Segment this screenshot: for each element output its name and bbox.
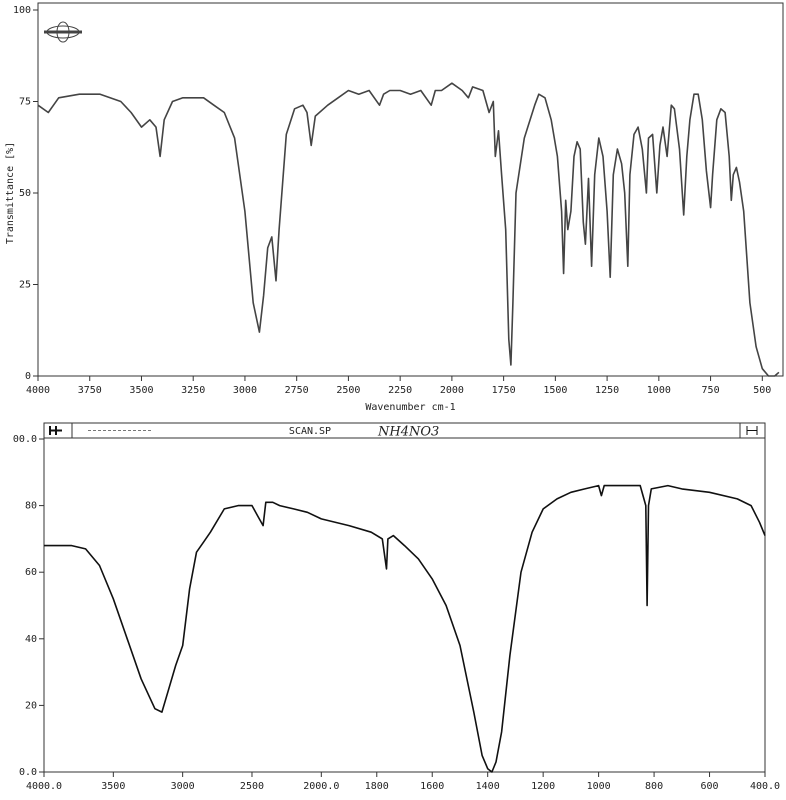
x-tick-label: 1200 — [531, 781, 555, 792]
x-tick-label: 1800 — [365, 781, 389, 792]
x-tick-label: 2250 — [388, 385, 412, 396]
y-axis-label: Transmittance [%] — [5, 142, 16, 244]
x-tick-label: 4000.0 — [26, 781, 62, 792]
y-tick-label: 40 — [25, 634, 37, 645]
x-tick-label: 2000.0 — [303, 781, 339, 792]
x-tick-label: 3500 — [129, 385, 153, 396]
x-tick-label: 3000 — [171, 781, 195, 792]
x-tick-label: 1750 — [492, 385, 516, 396]
x-tick-label: 4000 — [26, 385, 50, 396]
x-tick-label: 800 — [645, 781, 663, 792]
x-axis-label: Wavenumber cm-1 — [365, 402, 455, 413]
spectrum-line — [44, 484, 766, 773]
header-text: SCAN.SP — [289, 426, 331, 437]
x-tick-label: 2500 — [240, 781, 264, 792]
y-tick-label: 0.0 — [19, 767, 37, 778]
x-tick-label: 1000 — [587, 781, 611, 792]
x-tick-label: 3250 — [181, 385, 205, 396]
plot-frame — [43, 437, 766, 773]
y-tick-label: 100 — [13, 5, 31, 16]
y-tick-label: 50 — [19, 188, 31, 199]
x-tick-label: 1500 — [543, 385, 567, 396]
x-tick-label: 1600 — [420, 781, 444, 792]
y-tick-label: 00.0 — [13, 434, 37, 445]
y-tick-label: 75 — [19, 97, 31, 108]
y-tick-label: 80 — [25, 501, 37, 512]
plot-frame — [37, 2, 784, 377]
annotation: NH4NO3 — [377, 425, 439, 440]
y-tick-label: 60 — [25, 567, 37, 578]
x-tick-label: 3750 — [78, 385, 102, 396]
x-tick-label: 2500 — [336, 385, 360, 396]
logo — [44, 21, 82, 43]
x-tick-label: 600 — [701, 781, 719, 792]
spectrum-line — [37, 82, 780, 377]
x-tick-label: 400.0 — [750, 781, 780, 792]
x-tick-label: 1400 — [476, 781, 500, 792]
x-tick-label: 3000 — [233, 385, 257, 396]
x-tick-label: 750 — [702, 385, 720, 396]
y-tick-label: 0 — [25, 371, 31, 382]
x-tick-label: 500 — [753, 385, 771, 396]
x-tick-label: 1250 — [595, 385, 619, 396]
x-tick-label: 3500 — [101, 781, 125, 792]
x-tick-label: 1000 — [647, 385, 671, 396]
y-tick-label: 25 — [19, 280, 31, 291]
x-tick-label: 2000 — [440, 385, 464, 396]
x-tick-label: 2750 — [285, 385, 309, 396]
y-tick-label: 20 — [25, 700, 37, 711]
